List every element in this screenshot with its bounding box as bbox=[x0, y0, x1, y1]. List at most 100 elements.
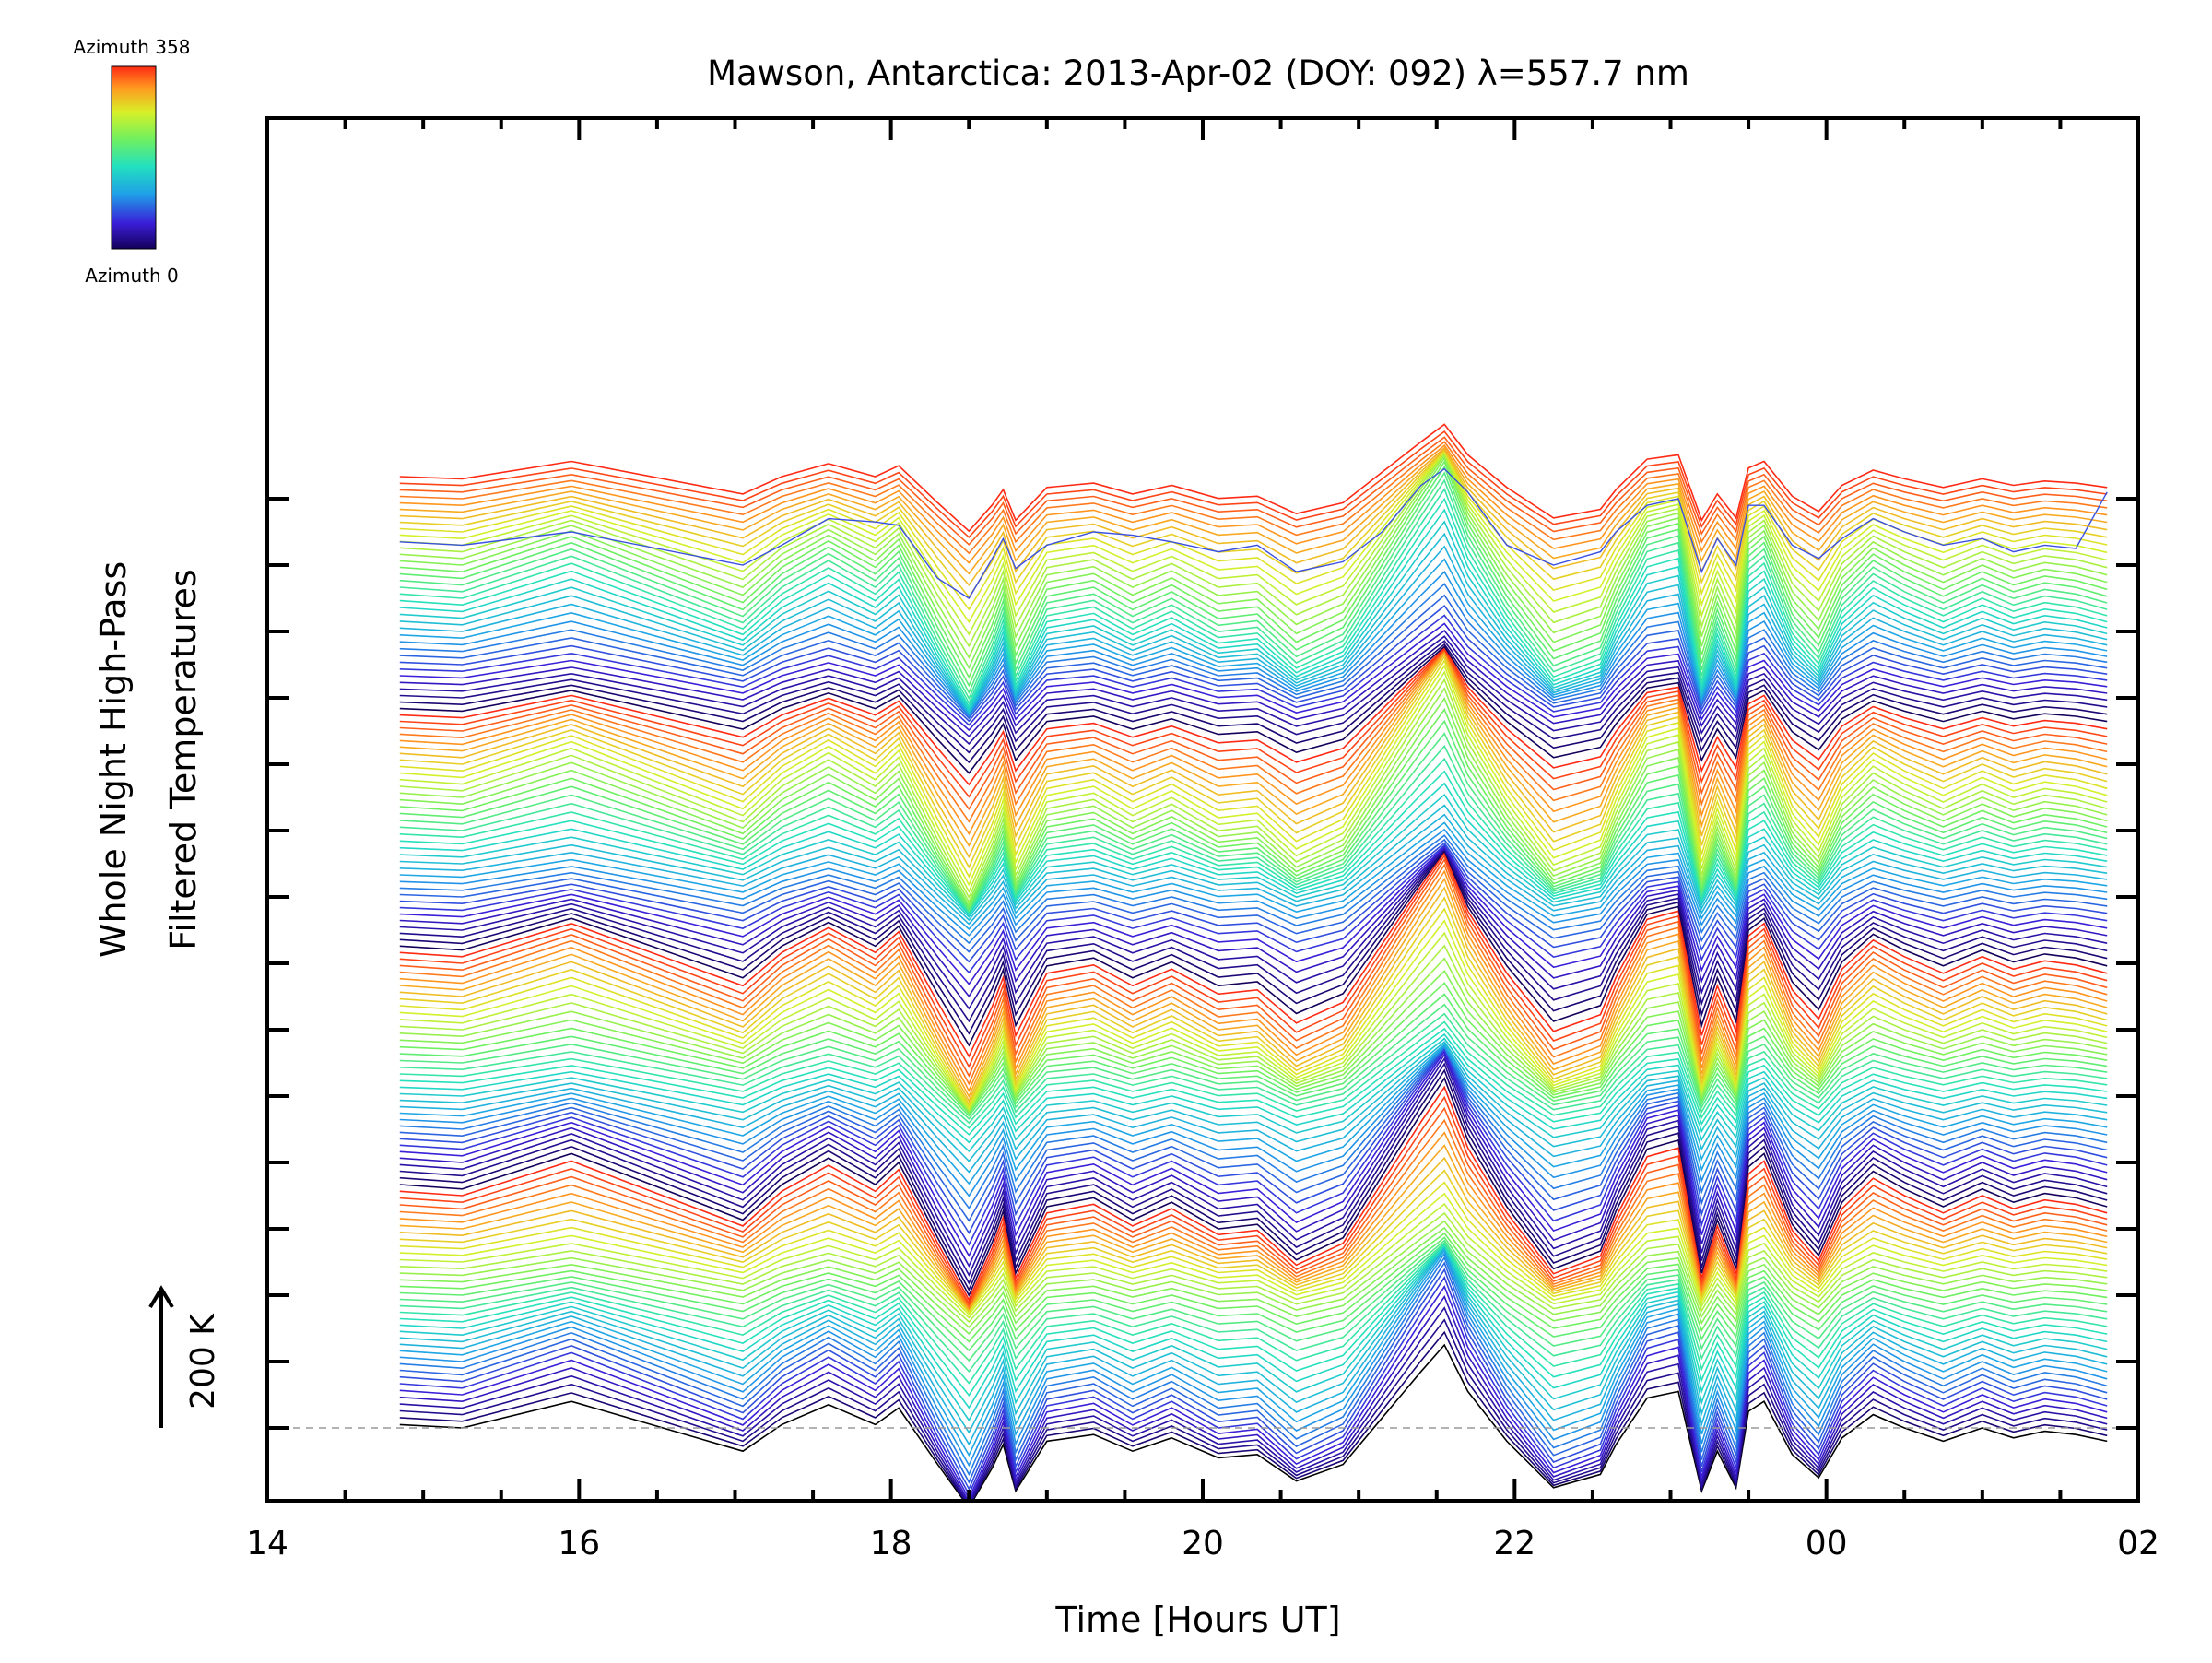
trace-line bbox=[399, 944, 2108, 1112]
trace-line bbox=[399, 838, 2108, 953]
trace-line bbox=[399, 1318, 2108, 1501]
trace-line bbox=[399, 821, 2108, 931]
trace-line bbox=[399, 1053, 2108, 1268]
trace-line bbox=[399, 851, 2108, 1058]
trace-line bbox=[399, 1284, 2108, 1501]
trace-line bbox=[399, 436, 2108, 546]
trace-line bbox=[399, 1131, 2108, 1310]
trace-line bbox=[399, 1261, 2108, 1484]
trace-line bbox=[399, 640, 2108, 754]
trace-line bbox=[399, 460, 2108, 679]
trace-line bbox=[399, 970, 2108, 1114]
trace-line bbox=[399, 558, 2108, 715]
trace-line bbox=[399, 697, 2108, 907]
trace-line bbox=[399, 1306, 2108, 1501]
trace-line bbox=[399, 670, 2108, 894]
colorbar-top-label: Azimuth 358 bbox=[74, 36, 191, 58]
trace-line bbox=[399, 655, 2108, 869]
trace-line bbox=[399, 770, 2108, 915]
trace-line bbox=[399, 456, 2108, 670]
x-tick-label-3: 20 bbox=[1182, 1525, 1224, 1563]
trace-line bbox=[399, 659, 2108, 879]
x-tick-labels: 14 16 18 20 22 00 02 bbox=[246, 1525, 2159, 1563]
trace-line bbox=[399, 993, 2108, 1117]
trace-line bbox=[399, 594, 2108, 720]
trace-line bbox=[399, 545, 2108, 714]
x-tick-label-5: 00 bbox=[1806, 1525, 1848, 1563]
trace-line bbox=[399, 1220, 2108, 1328]
trace-line bbox=[399, 877, 2108, 1099]
trace-line bbox=[399, 1118, 2108, 1309]
trace-line bbox=[399, 919, 2108, 1110]
trace-line bbox=[399, 448, 2108, 586]
trace-line bbox=[399, 678, 2108, 900]
trace-line bbox=[399, 1252, 2108, 1468]
trace-line bbox=[399, 1268, 2108, 1491]
trace-line bbox=[399, 813, 2108, 926]
x-axis-label: Time [Hours UT] bbox=[1054, 1599, 1340, 1640]
trace-line bbox=[399, 1041, 2108, 1162]
trace-line bbox=[399, 444, 2108, 564]
trace-line bbox=[399, 478, 2108, 701]
trace-line bbox=[399, 1202, 2108, 1319]
trace-line bbox=[399, 845, 2108, 985]
trace-line bbox=[399, 441, 2108, 555]
trace-line bbox=[399, 570, 2108, 716]
tick-group bbox=[265, 118, 2140, 1501]
trace-line bbox=[399, 782, 2108, 916]
trace-line bbox=[399, 664, 2108, 887]
trace-line bbox=[399, 1241, 2108, 1374]
trace-line bbox=[399, 1330, 2108, 1501]
trace-line bbox=[399, 1295, 2108, 1501]
trace-line bbox=[399, 1181, 2108, 1314]
trace-line bbox=[399, 645, 2108, 774]
x-tick-label-2: 18 bbox=[870, 1525, 912, 1563]
trace-line bbox=[399, 487, 2108, 705]
trace-line bbox=[399, 635, 2108, 746]
trace-line bbox=[399, 646, 2108, 786]
trace-line bbox=[399, 520, 2108, 713]
trace-line bbox=[399, 1211, 2108, 1324]
trace-line bbox=[399, 1248, 2108, 1457]
trace-line bbox=[399, 614, 2108, 726]
x-tick-label-0: 14 bbox=[246, 1525, 288, 1563]
trace-line bbox=[399, 794, 2108, 918]
trace-line bbox=[399, 886, 2108, 1103]
trace-group bbox=[399, 423, 2108, 1501]
trace-line bbox=[399, 896, 2108, 1106]
trace-line bbox=[399, 854, 2108, 1068]
trace-line bbox=[399, 1076, 2108, 1297]
trace-line bbox=[399, 622, 2108, 732]
trace-line bbox=[399, 744, 2108, 914]
trace-line-top bbox=[399, 467, 2108, 599]
trace-line bbox=[399, 1085, 2108, 1302]
trace-line bbox=[399, 1062, 2108, 1285]
trace-line bbox=[399, 1106, 2108, 1307]
x-tick-label-1: 16 bbox=[558, 1525, 600, 1563]
trace-line bbox=[399, 847, 2108, 1023]
trace-line bbox=[399, 1276, 2108, 1496]
trace-line bbox=[399, 497, 2108, 709]
trace-line bbox=[399, 629, 2108, 737]
trace-line bbox=[399, 1243, 2108, 1385]
scale-label: 200 K bbox=[184, 1313, 222, 1409]
trace-line bbox=[399, 1044, 2108, 1185]
trace-line bbox=[399, 1032, 2108, 1144]
trace-line bbox=[399, 471, 2108, 695]
trace-line bbox=[399, 907, 2108, 1109]
trace-line bbox=[399, 707, 2108, 910]
trace-line bbox=[399, 863, 2108, 1086]
colorbar-bottom-label: Azimuth 0 bbox=[85, 265, 179, 287]
trace-line bbox=[399, 1037, 2108, 1152]
trace-line bbox=[399, 804, 2108, 922]
trace-line bbox=[399, 931, 2108, 1112]
trace-line bbox=[399, 532, 2108, 714]
trace-line bbox=[399, 1244, 2108, 1422]
trace-line bbox=[399, 1050, 2108, 1257]
colorbar bbox=[111, 65, 157, 250]
trace-line bbox=[399, 757, 2108, 914]
trace-line bbox=[399, 1020, 2108, 1129]
trace-line bbox=[399, 1003, 2108, 1120]
trace-line bbox=[399, 1027, 2108, 1136]
